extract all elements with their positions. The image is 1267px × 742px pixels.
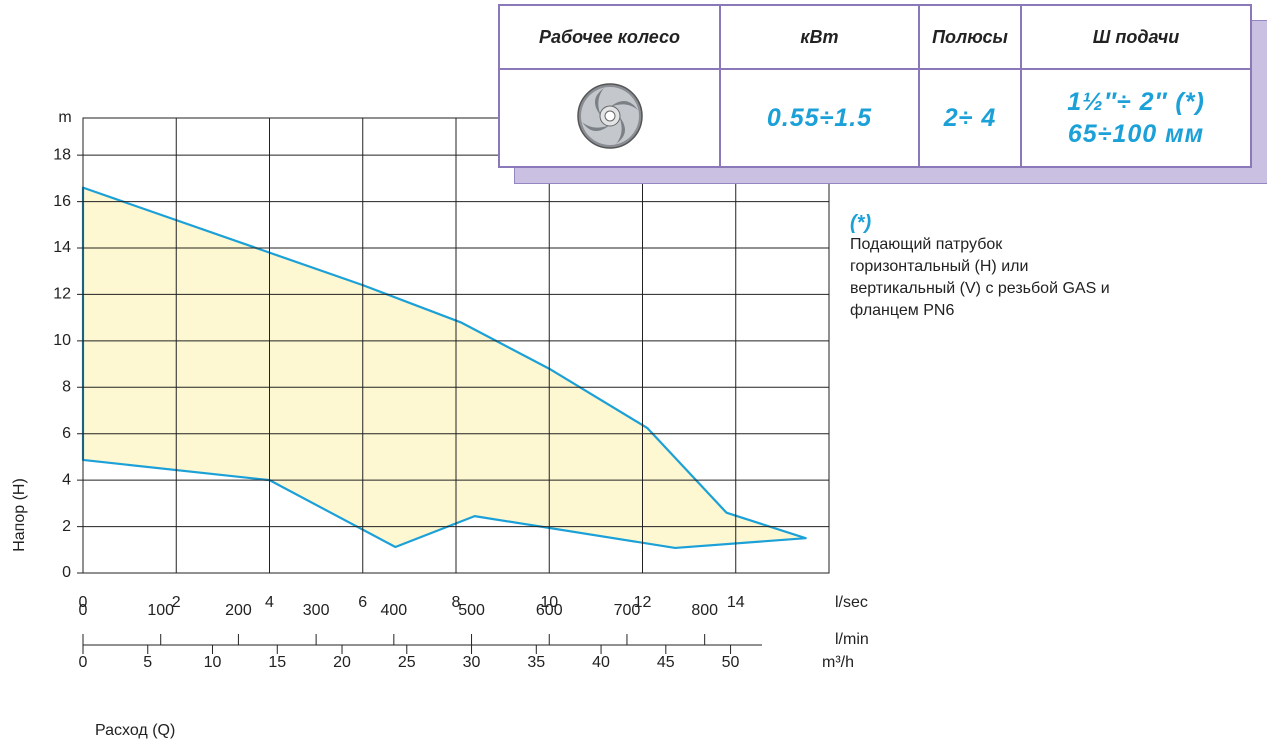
x2-tick-label: 0 xyxy=(79,602,88,619)
y-tick-label: 6 xyxy=(62,425,71,442)
note: (*) Подающий патрубок горизонтальный (H) … xyxy=(850,212,1110,322)
x2-unit: l/min xyxy=(835,631,869,648)
x3-tick-label: 15 xyxy=(268,654,286,671)
y-tick-label: 2 xyxy=(62,518,71,535)
x3-tick-label: 40 xyxy=(592,654,610,671)
x3-tick-label: 25 xyxy=(398,654,416,671)
x2-tick-label: 300 xyxy=(303,602,330,619)
x3-tick-label: 45 xyxy=(657,654,675,671)
x2-tick-label: 800 xyxy=(691,602,718,619)
x-tick-label: 8 xyxy=(452,594,461,611)
y-tick-label: 4 xyxy=(62,471,71,488)
x-tick-label: 2 xyxy=(172,594,181,611)
note-mark: (*) xyxy=(850,212,872,234)
y-tick-label: 14 xyxy=(53,239,71,256)
x-unit: l/sec xyxy=(835,594,868,611)
x2-tick-label: 200 xyxy=(225,602,252,619)
x-tick-label: 6 xyxy=(358,594,367,611)
x3-unit: m³/h xyxy=(822,654,854,671)
x2-tick-label: 600 xyxy=(536,602,563,619)
outlet-line: 65÷100 мм xyxy=(1067,120,1205,148)
y-tick-label: 16 xyxy=(53,193,71,210)
y-tick-label: 12 xyxy=(53,286,71,303)
x3-tick-label: 20 xyxy=(333,654,351,671)
x3-tick-label: 0 xyxy=(79,654,88,671)
x-tick-label: 4 xyxy=(265,594,274,611)
header-cell: Рабочее колесо xyxy=(498,4,721,70)
x-tick-label: 10 xyxy=(540,594,558,611)
y-tick-label: 10 xyxy=(53,332,71,349)
note-line: горизонтальный (H) или xyxy=(850,258,1029,275)
impeller-icon xyxy=(576,82,643,149)
x3-tick-label: 50 xyxy=(722,654,740,671)
y-tick-label: 18 xyxy=(53,146,71,163)
header-cell: Полюсы xyxy=(918,4,1022,70)
envelope-area xyxy=(81,186,807,550)
x-tick-label: 0 xyxy=(79,594,88,611)
note-line: вертикальный (V) с резьбой GAS и xyxy=(850,280,1110,297)
y-tick-label: 8 xyxy=(62,379,71,396)
x2-tick-label: 100 xyxy=(147,602,174,619)
x-tick-label: 14 xyxy=(727,594,745,611)
outlet-line: 1½″÷ 2″ (*) xyxy=(1067,88,1205,116)
x2-tick-label: 400 xyxy=(380,602,407,619)
x-tick-label: 12 xyxy=(634,594,652,611)
x3-tick-label: 35 xyxy=(527,654,545,671)
kw-cell: 0.55÷1.5 xyxy=(719,68,920,168)
note-line: Подающий патрубок xyxy=(850,236,1003,253)
y-axis-label: Напор (H) xyxy=(11,478,28,552)
x-axis-label: Расход (Q) xyxy=(95,722,175,739)
note-line: фланцем PN6 xyxy=(850,302,955,319)
header-cell: кВт xyxy=(719,4,920,70)
x3-tick-label: 30 xyxy=(463,654,481,671)
x3-tick-label: 5 xyxy=(143,654,152,671)
x2-tick-label: 500 xyxy=(458,602,485,619)
table-box: Рабочее колесо кВт Полюсы Ш подачи 0.55÷… xyxy=(498,4,1252,168)
x3-tick-label: 10 xyxy=(204,654,222,671)
outlet-cell: 1½″÷ 2″ (*) 65÷100 мм xyxy=(1020,68,1252,168)
x2-tick-label: 700 xyxy=(614,602,641,619)
table: Рабочее колесо кВт Полюсы Ш подачи 0.55÷… xyxy=(498,4,1252,168)
y-tick-label: 0 xyxy=(62,564,71,581)
poles-cell: 2÷ 4 xyxy=(918,68,1022,168)
y-unit: m xyxy=(58,109,71,126)
header-cell: Ш подачи xyxy=(1020,4,1252,70)
impeller-cell xyxy=(498,68,721,168)
